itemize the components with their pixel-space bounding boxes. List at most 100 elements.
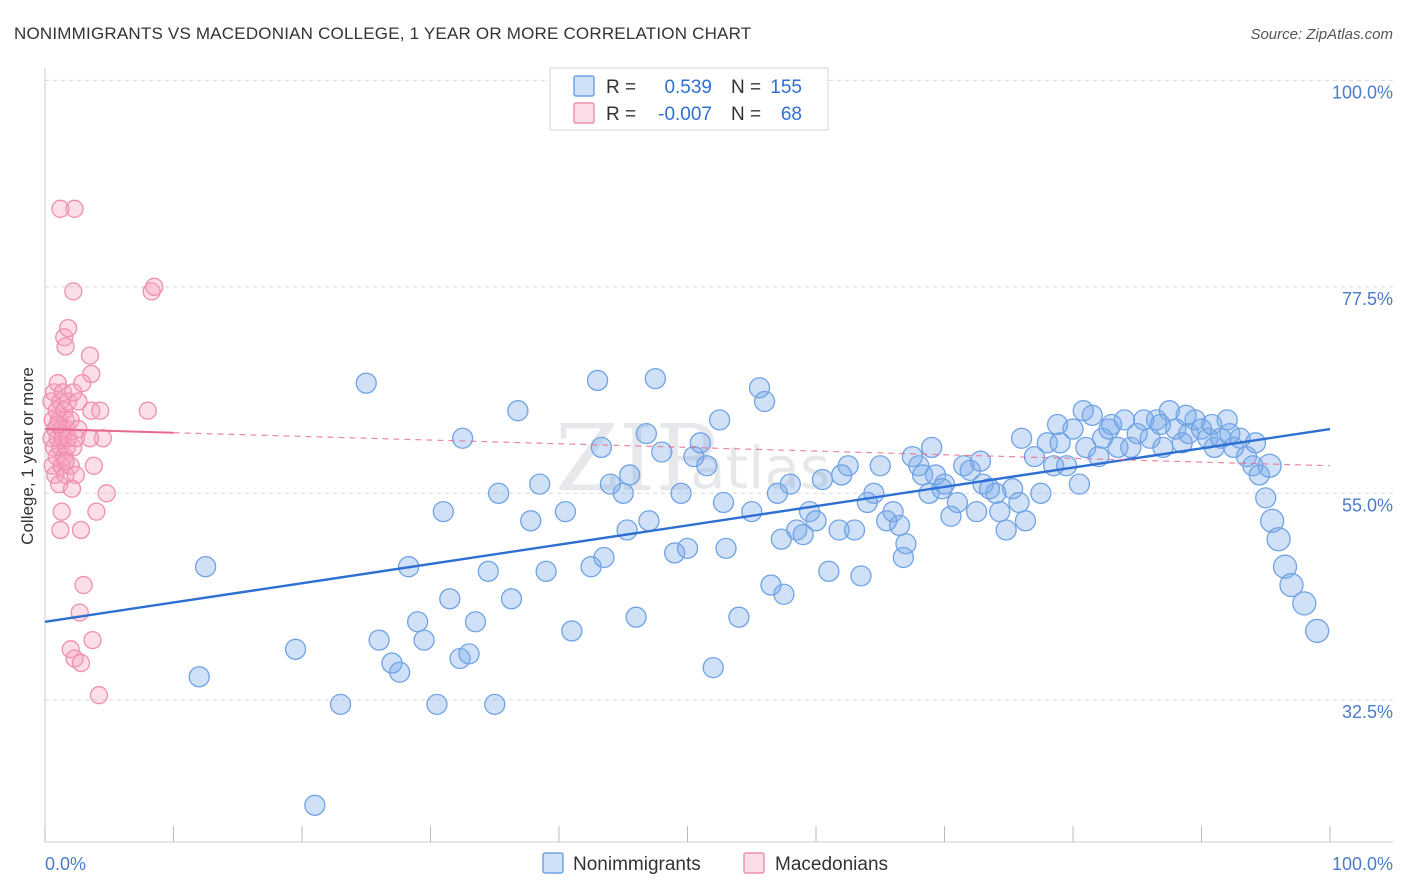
nonimmigrants-point-138	[856, 491, 879, 514]
chart-source: Source: ZipAtlas.com	[1250, 26, 1393, 43]
nonimmigrants-point-146	[1046, 413, 1069, 436]
macedonians-point-38	[64, 282, 83, 301]
legend-r-value-1: 0.539	[664, 77, 712, 98]
nonimmigrants-point-6	[368, 629, 390, 651]
macedonians-point-51	[87, 502, 106, 521]
nonimmigrants-point-136	[770, 528, 792, 550]
nonimmigrants-point-128	[1292, 591, 1317, 616]
x-tick-label-right: 100.0%	[1332, 854, 1393, 874]
nonimmigrants-point-79	[965, 500, 988, 523]
legend-swatch-pink	[573, 102, 595, 124]
nonimmigrants-point-59	[818, 560, 840, 582]
macedonians-point-52	[52, 502, 71, 521]
nonimmigrants-point-3	[304, 794, 326, 816]
nonimmigrants-point-83	[995, 519, 1017, 541]
nonimmigrants-point-57	[805, 510, 827, 532]
nonimmigrants-point-82	[989, 500, 1011, 523]
macedonians-point-18	[53, 383, 73, 402]
axes	[44, 68, 1393, 843]
nonimmigrants-point-86	[1014, 510, 1037, 532]
nonimmigrants-point-137	[831, 464, 853, 486]
tick-labels: 100.0% 77.5% 55.0% 32.5% 0.0% 100.0%	[45, 82, 1393, 874]
nonimmigrants-point-37	[644, 367, 667, 390]
macedonians-point-40	[145, 277, 164, 296]
nonimmigrants-point-139	[892, 546, 915, 569]
macedonians-point-10	[48, 374, 67, 393]
nonimmigrants-point-150	[1175, 404, 1197, 426]
nonimmigrants-point-49	[748, 377, 771, 399]
nonimmigrants-point-130	[593, 546, 615, 569]
nonimmigrants-point-63	[850, 565, 872, 587]
nonimmigrants-point-125	[1266, 527, 1291, 552]
nonimmigrants-point-62	[843, 519, 866, 541]
nonimmigrants-point-149	[1149, 413, 1172, 436]
nonimmigrants-point-143	[969, 450, 992, 472]
macedonians-point-49	[97, 484, 116, 503]
nonimmigrants-point-0	[188, 666, 210, 688]
nonimmigrants-point-4	[329, 693, 352, 716]
watermark-zip: ZIP	[555, 405, 717, 512]
nonimmigrants-point-17	[458, 643, 480, 665]
nonimmigrants-point-36	[635, 422, 658, 445]
nonimmigrants-point-30	[586, 369, 609, 392]
nonimmigrants-point-134	[712, 491, 735, 514]
nonimmigrants-point-122	[1248, 464, 1270, 486]
nonimmigrants-point-20	[484, 693, 506, 716]
macedonians-points	[42, 199, 164, 705]
macedonians-point-26	[58, 392, 78, 411]
nonimmigrants-point-129	[1305, 618, 1330, 644]
nonimmigrants-point-97	[1088, 445, 1110, 468]
y-tick-label-3: 32.5%	[1342, 702, 1393, 722]
nonimmigrants-point-76	[946, 491, 968, 514]
nonimmigrants-point-94	[1068, 473, 1091, 495]
nonimmigrants-point-28	[561, 620, 583, 642]
macedonians-point-47	[91, 401, 110, 420]
nonimmigrants-trend-line	[44, 427, 1331, 623]
bottom-legend-macedonians: Macedonians	[775, 854, 888, 875]
nonimmigrants-point-92	[1055, 455, 1078, 477]
nonimmigrants-point-135	[760, 574, 782, 596]
nonimmigrants-point-85	[1008, 491, 1030, 514]
x-tick-label-left: 0.0%	[45, 854, 86, 874]
bottom-legend-nonimmigrants: Nonimmigrants	[573, 854, 701, 875]
nonimmigrants-point-147	[1072, 400, 1094, 422]
nonimmigrants-point-73	[924, 464, 947, 486]
nonimmigrants-point-33	[612, 482, 634, 504]
nonimmigrants-point-22	[500, 588, 523, 610]
legend-n-label-2: N =	[731, 104, 761, 125]
nonimmigrants-point-148	[1100, 413, 1123, 436]
bottom-legend-swatch-macedonians	[743, 852, 765, 874]
nonimmigrants-point-140	[901, 445, 924, 468]
legend-swatch-blue	[573, 75, 595, 97]
macedonians-point-36	[51, 199, 70, 218]
nonimmigrants-point-88	[1030, 482, 1052, 504]
nonimmigrants-point-1	[194, 556, 217, 578]
legend-n-value-1: 155	[770, 77, 802, 98]
nonimmigrants-point-133	[676, 537, 699, 560]
nonimmigrants-point-67	[882, 500, 904, 523]
y-axis-label: College, 1 year or more	[18, 367, 37, 545]
legend-r-value-2: -0.007	[658, 104, 712, 125]
nonimmigrants-point-151	[1201, 413, 1223, 436]
nonimmigrants-point-46	[715, 537, 737, 560]
macedonians-point-66	[56, 452, 75, 471]
macedonians-point-57	[83, 630, 102, 650]
nonimmigrants-point-13	[432, 500, 455, 523]
nonimmigrants-point-14	[439, 588, 461, 610]
legend-r-label-1: R =	[606, 77, 636, 98]
macedonians-point-9	[47, 447, 66, 466]
nonimmigrants-point-58	[811, 468, 834, 491]
nonimmigrants-point-8	[389, 661, 411, 683]
nonimmigrants-point-16	[451, 427, 474, 449]
legend-n-label-1: N =	[731, 77, 761, 98]
nonimmigrants-point-24	[520, 510, 542, 532]
chart-title: NONIMMIGRANTS VS MACEDONIAN COLLEGE, 1 Y…	[14, 24, 751, 43]
watermark: ZIP atlas	[555, 405, 830, 512]
trend-lines	[44, 427, 1331, 623]
y-tick-label-1: 77.5%	[1342, 289, 1393, 309]
nonimmigrants-point-25	[529, 473, 551, 495]
nonimmigrants-point-102	[1120, 436, 1142, 459]
stats-legend: R = 0.539 N = 155 R = -0.007 N = 68	[549, 67, 829, 131]
macedonians-point-41	[55, 328, 74, 347]
macedonians-point-58	[61, 640, 80, 659]
